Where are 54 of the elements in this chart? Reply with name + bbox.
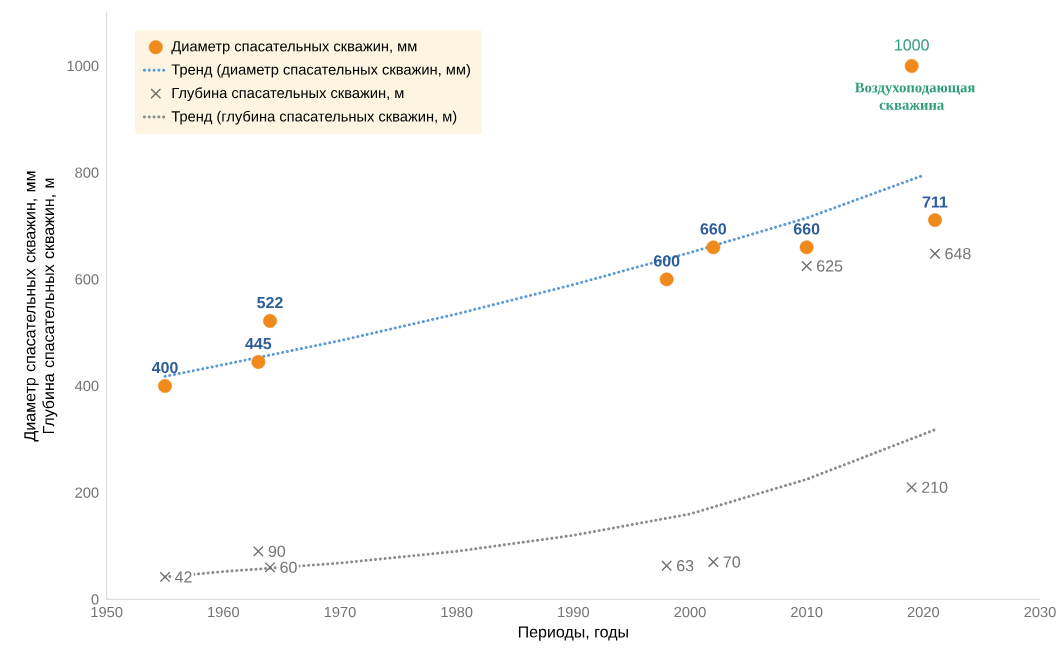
y-tick-label: 0 <box>91 594 99 605</box>
data-label: 660 <box>700 223 727 235</box>
point <box>263 313 277 328</box>
x-tick-label: 2030 <box>1024 606 1056 618</box>
point <box>904 59 919 73</box>
point <box>159 571 171 583</box>
data-label: 400 <box>151 361 178 374</box>
data-label: 625 <box>817 260 843 272</box>
x-tick-label: 2000 <box>674 606 706 618</box>
point <box>661 560 673 572</box>
legend-label: Глубина спасательных скважин, м <box>172 87 404 102</box>
point <box>252 545 264 557</box>
point <box>264 561 276 573</box>
y-tick-label: 200 <box>75 487 99 498</box>
x-tick-label: 1970 <box>324 606 356 618</box>
y-tick-label: 600 <box>75 274 99 285</box>
data-label: 63 <box>677 560 694 572</box>
annotation: Воздухоподающая скважина <box>855 82 975 110</box>
legend-label: Тренд (диаметр спасательных скважин, мм) <box>171 63 470 78</box>
data-label: 60 <box>280 561 297 573</box>
legend-label: Тренд (глубина спасательных скважин, м) <box>171 110 457 125</box>
point <box>801 260 813 272</box>
data-label: 648 <box>945 248 971 260</box>
y-tick-label: 400 <box>74 380 99 392</box>
point <box>929 248 941 260</box>
point <box>799 240 814 255</box>
point <box>251 355 266 369</box>
data-label: 210 <box>922 481 948 493</box>
x-tick-label: 1950 <box>91 606 123 618</box>
point <box>158 379 172 393</box>
data-label: 42 <box>174 571 192 583</box>
data-label: 600 <box>653 255 680 267</box>
data-label: 711 <box>922 196 948 208</box>
x-tick-label: 1990 <box>558 606 590 618</box>
data-label: 660 <box>793 223 820 235</box>
data-label: 445 <box>245 338 272 350</box>
point <box>906 481 918 493</box>
point <box>706 240 721 255</box>
y-tick-label: 1000 <box>67 60 99 72</box>
point <box>659 272 674 287</box>
data-label: 70 <box>723 556 741 568</box>
x-tick-label: 2020 <box>907 606 940 618</box>
data-label: 90 <box>268 545 286 557</box>
point <box>928 213 942 228</box>
y-tick-label: 800 <box>75 167 99 178</box>
annotation: 1000 <box>895 39 929 51</box>
x-axis-title: Периоды, годы <box>518 626 628 641</box>
legend-label: Диаметр спасательных скважин, мм <box>171 41 417 55</box>
data-label: 522 <box>257 296 283 309</box>
x-tick-label: 1960 <box>208 606 240 618</box>
x-tick-label: 2010 <box>791 606 823 618</box>
x-tick-label: 1980 <box>441 606 473 618</box>
y-axis-title: Диаметр спасательных скважин, мм Глубина спасательных скважин, м <box>24 171 58 442</box>
point <box>707 556 719 568</box>
